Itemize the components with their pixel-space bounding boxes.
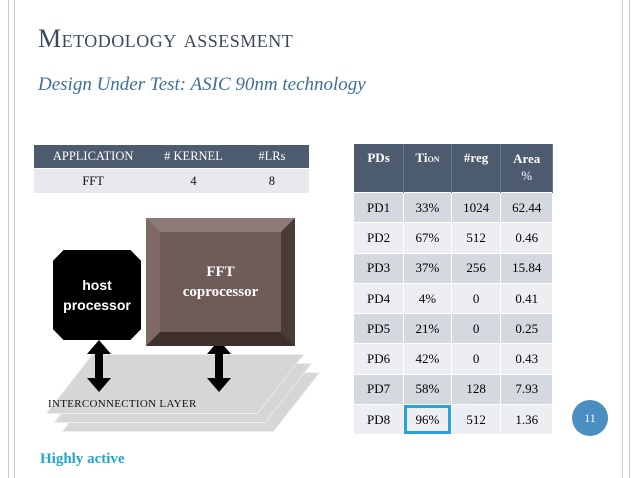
pd-table-header: PDs TiON #reg Area% bbox=[354, 144, 553, 193]
header-application: APPLICATION bbox=[34, 145, 153, 169]
cell-area: 15.84 bbox=[500, 252, 553, 284]
cell-area: 0.25 bbox=[500, 313, 553, 344]
cell-ti: 21% bbox=[403, 313, 452, 344]
cell-reg: 0 bbox=[451, 343, 502, 375]
cell-pd: PD1 bbox=[354, 191, 405, 223]
cell-reg: 0 bbox=[451, 282, 502, 314]
cell-reg: 128 bbox=[451, 373, 502, 405]
fft-label-line1: FFT bbox=[206, 264, 235, 280]
table-row: FFT 4 8 bbox=[34, 168, 309, 193]
host-label-line2: processor bbox=[63, 297, 131, 313]
cell-pd: PD5 bbox=[354, 313, 405, 344]
table-row: PD6 42% 0 0.43 bbox=[354, 343, 553, 375]
cell-pd: PD4 bbox=[354, 282, 405, 314]
cell-pd: PD2 bbox=[354, 222, 405, 254]
cell-ti: 58% bbox=[403, 373, 452, 405]
cell-reg: 0 bbox=[451, 313, 502, 344]
cell-reg: 1024 bbox=[451, 191, 502, 223]
cell-ti: 33% bbox=[403, 191, 452, 223]
header-reg: #reg bbox=[451, 144, 502, 193]
cell-pd: PD8 bbox=[354, 404, 405, 435]
cell-area: 1.36 bbox=[500, 404, 553, 435]
left-border-line-inner bbox=[14, 0, 15, 478]
slide-title: Metodology assesment bbox=[38, 24, 294, 53]
header-kernel: # KERNEL bbox=[152, 145, 235, 169]
cell-pd: PD7 bbox=[354, 373, 405, 405]
cell-ti-highlighted: 96% bbox=[403, 404, 452, 435]
cell-area: 62.44 bbox=[500, 191, 553, 223]
page-number-badge: 11 bbox=[572, 400, 608, 436]
table-row: PD1 33% 1024 62.44 bbox=[354, 191, 553, 223]
double-arrow-icon bbox=[207, 340, 231, 392]
cell-area: 0.43 bbox=[500, 343, 553, 375]
cell-pd: PD3 bbox=[354, 252, 405, 284]
table-row: PD4 4% 0 0.41 bbox=[354, 282, 553, 314]
cell-ti: 42% bbox=[403, 343, 452, 375]
fft-coprocessor-block: FFT coprocessor bbox=[146, 218, 295, 346]
right-border-line bbox=[622, 0, 623, 478]
table-row: PD7 58% 128 7.93 bbox=[354, 373, 553, 405]
cell-ti: 37% bbox=[403, 252, 452, 284]
host-processor-block: host processor bbox=[53, 250, 141, 340]
header-area-label: Area bbox=[513, 151, 541, 166]
slide-subtitle: Design Under Test: ASIC 90nm technology bbox=[38, 74, 366, 95]
power-domain-table: PDs TiON #reg Area% PD1 33% 1024 62.44 P… bbox=[354, 144, 553, 435]
header-lrs: #LRs bbox=[234, 145, 309, 169]
header-area-unit: % bbox=[521, 168, 533, 183]
cell-lrs: 8 bbox=[234, 168, 309, 193]
highly-active-note: Highly active bbox=[40, 451, 125, 467]
cell-reg: 256 bbox=[451, 252, 502, 284]
table-row: PD3 37% 256 15.84 bbox=[354, 252, 553, 284]
cell-area: 0.41 bbox=[500, 282, 553, 314]
header-ti-on: TiON bbox=[403, 144, 452, 193]
left-border-line bbox=[8, 0, 9, 478]
double-arrow-icon bbox=[87, 340, 111, 392]
cell-area: 0.46 bbox=[500, 222, 553, 254]
cell-reg: 512 bbox=[451, 404, 502, 435]
cell-pd: PD6 bbox=[354, 343, 405, 375]
table-row: PD8 96% 512 1.36 bbox=[354, 404, 553, 435]
table-row: PD2 67% 512 0.46 bbox=[354, 222, 553, 254]
cell-ti: 4% bbox=[403, 282, 452, 314]
right-border-line-outer bbox=[629, 0, 630, 478]
application-table-header: APPLICATION # KERNEL #LRs bbox=[34, 145, 309, 169]
fft-label: FFT coprocessor bbox=[160, 232, 281, 332]
application-table: APPLICATION # KERNEL #LRs FFT 4 8 bbox=[34, 145, 309, 193]
host-label-line1: host bbox=[82, 277, 112, 293]
cell-reg: 512 bbox=[451, 222, 502, 254]
cell-application: FFT bbox=[34, 168, 153, 193]
cell-area: 7.93 bbox=[500, 373, 553, 405]
table-row: PD5 21% 0 0.25 bbox=[354, 313, 553, 344]
bevel-frame bbox=[146, 218, 295, 346]
interconnect-label: INTERCONNECTION LAYER bbox=[48, 398, 197, 410]
header-area: Area% bbox=[500, 144, 553, 193]
cell-kernel: 4 bbox=[152, 168, 235, 193]
fft-label-line2: coprocessor bbox=[182, 284, 259, 300]
cell-ti: 67% bbox=[403, 222, 452, 254]
header-ti-subscript: ON bbox=[427, 155, 440, 164]
header-ti: Ti bbox=[415, 150, 428, 165]
header-pds: PDs bbox=[354, 144, 405, 193]
